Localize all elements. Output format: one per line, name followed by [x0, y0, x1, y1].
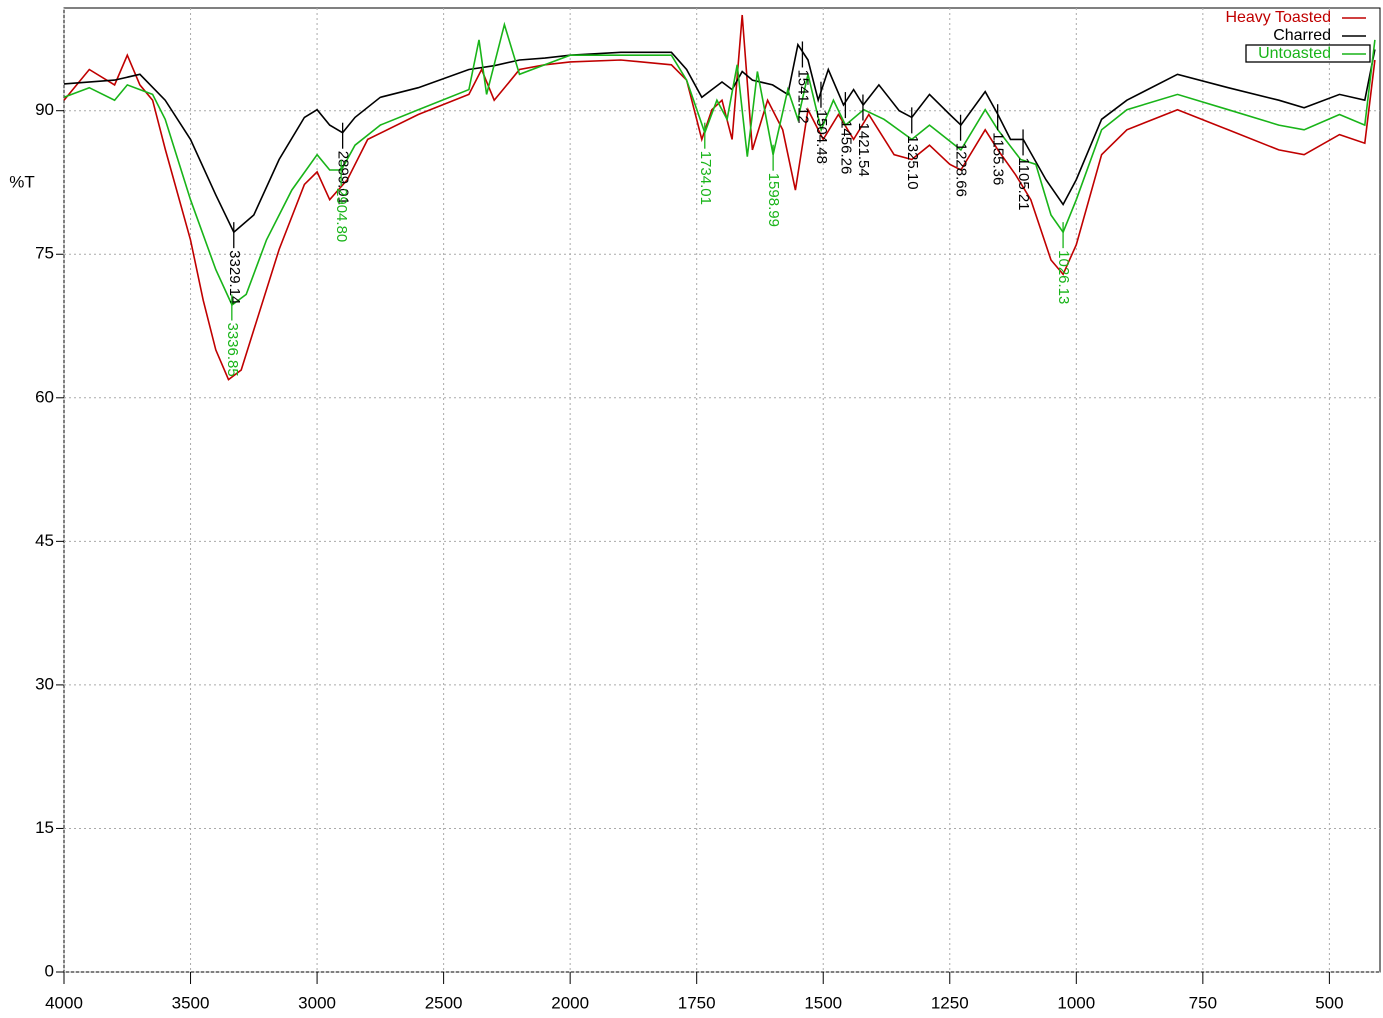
peak-label: 1325.10	[904, 135, 921, 189]
legend-label: Untoasted	[1258, 45, 1331, 62]
y-tick-label: 75	[35, 244, 54, 263]
peak-label: 2899.01	[335, 151, 352, 205]
x-tick-label: 1000	[1057, 993, 1095, 1012]
legend-label: Heavy Toasted	[1225, 9, 1331, 26]
legend-label: Charred	[1273, 27, 1331, 44]
x-tick-label: 2000	[551, 993, 589, 1012]
x-tick-label: 2500	[425, 993, 463, 1012]
peak-label: 1155.36	[990, 132, 1007, 185]
x-tick-label: 1750	[678, 993, 716, 1012]
peak-label: 1504.48	[813, 110, 830, 164]
y-tick-label: 30	[35, 674, 54, 693]
y-tick-label: 0	[45, 961, 54, 980]
spectrum-line	[63, 42, 1376, 234]
peak-label: 1456.26	[837, 120, 854, 174]
y-tick-label: 15	[35, 818, 54, 837]
peak-label: 1105.21	[1015, 157, 1032, 210]
x-tick-label: 500	[1315, 993, 1343, 1012]
x-tick-label: 1500	[804, 993, 842, 1012]
spectrum-line	[63, 14, 1376, 381]
peak-label: 1734.01	[697, 151, 714, 205]
x-tick-label: 3000	[298, 993, 336, 1012]
x-tick-label: 750	[1189, 993, 1217, 1012]
x-tick-label: 3500	[172, 993, 210, 1012]
y-tick-label: 45	[35, 531, 54, 550]
x-tick-label: 1250	[931, 993, 969, 1012]
y-tick-label: 60	[35, 387, 54, 406]
peak-label: 1228.66	[953, 143, 970, 197]
peak-label: 2904.80	[333, 188, 350, 242]
peak-label: 3329.14	[226, 250, 243, 304]
plot-frame	[63, 7, 1381, 973]
peak-label: 1541.12	[794, 69, 811, 123]
spectrum-line	[63, 21, 1376, 307]
x-tick-label: 4000	[45, 993, 83, 1012]
legend-selection	[1245, 44, 1371, 63]
y-tick-label: 90	[35, 100, 54, 119]
y-axis-label: %T	[9, 172, 35, 191]
peak-label: 1598.99	[765, 173, 782, 227]
peak-label: 1421.54	[855, 123, 872, 177]
peak-label: 3336.85	[224, 323, 241, 377]
peak-label: 1026.13	[1055, 250, 1072, 304]
